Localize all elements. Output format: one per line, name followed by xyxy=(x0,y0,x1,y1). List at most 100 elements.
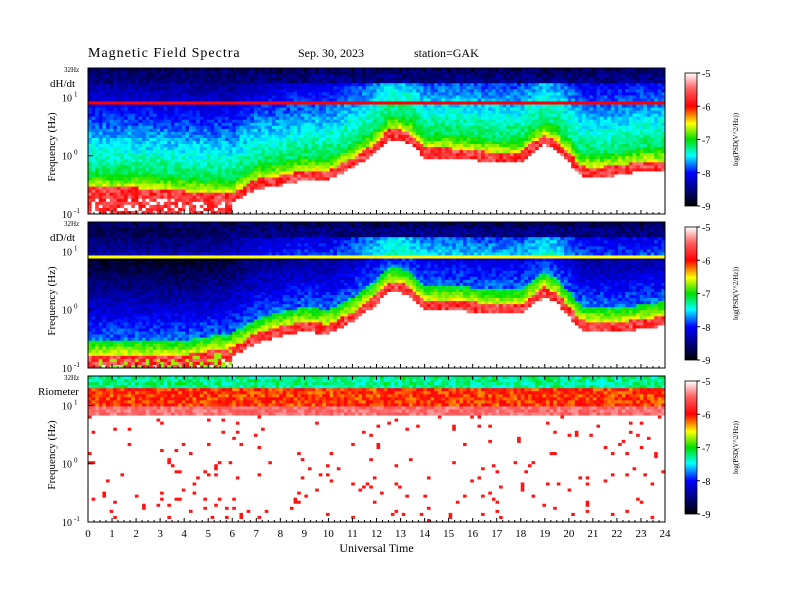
spectrogram-cell xyxy=(459,98,464,102)
spectrogram-cell xyxy=(116,162,121,166)
spectrogram-cell xyxy=(203,134,208,139)
spectrogram-cell xyxy=(369,180,374,184)
spectrogram-cell xyxy=(398,198,403,203)
spectrogram-cell xyxy=(318,207,323,212)
spectrogram-cell xyxy=(102,192,107,197)
spectrogram-cell xyxy=(127,159,132,163)
spectrogram-cell xyxy=(387,177,392,181)
spectrogram-cell xyxy=(149,131,154,136)
spectrogram-cell xyxy=(362,89,367,93)
spectrogram-cell xyxy=(311,131,316,136)
spectrogram-cell xyxy=(387,207,392,212)
spectrogram-cell xyxy=(289,180,294,184)
spectrogram-cell xyxy=(261,71,266,75)
spectrogram-cell xyxy=(167,192,172,197)
spectrogram-cell xyxy=(217,189,222,194)
spectrogram-cell xyxy=(282,150,287,154)
spectrogram-cell xyxy=(372,68,377,72)
spectrogram-cell xyxy=(145,207,150,212)
spectrogram-cell xyxy=(246,207,251,212)
spectrogram-cell xyxy=(441,150,446,154)
spectrogram-cell xyxy=(138,101,143,105)
spectrogram-cell xyxy=(134,171,139,175)
spectrogram-cell xyxy=(304,92,309,96)
spectrogram-cell xyxy=(419,83,424,87)
spectrogram-cell xyxy=(289,162,294,166)
spectrogram-cell xyxy=(203,150,208,154)
spectrogram-cell xyxy=(167,131,172,136)
spectrogram-cell xyxy=(455,110,460,115)
spectrogram-cell xyxy=(210,144,215,148)
spectrogram-cell xyxy=(398,177,403,181)
spectrogram-cell xyxy=(145,192,150,197)
spectrogram-cell xyxy=(275,159,280,163)
spectrogram-cell xyxy=(455,153,460,157)
spectrogram-cell xyxy=(163,159,168,163)
spectrogram-cell xyxy=(210,147,215,151)
spectrogram-cell xyxy=(279,168,284,172)
spectrogram-cell xyxy=(235,189,240,194)
spectrogram-cell xyxy=(239,180,244,184)
spectrogram-cell xyxy=(376,204,381,209)
spectrogram-cell xyxy=(390,171,395,175)
spectrogram-cell xyxy=(170,198,175,203)
spectrogram-cell xyxy=(452,83,457,87)
spectrogram-cell xyxy=(124,134,129,139)
spectrogram-cell xyxy=(232,165,237,169)
spectrogram-cell xyxy=(95,171,100,175)
spectrogram-cell xyxy=(225,183,230,188)
spectrogram-cell xyxy=(426,101,431,105)
spectrogram-cell xyxy=(185,162,190,166)
spectrogram-cell xyxy=(408,150,413,154)
spectrogram-cell xyxy=(401,174,406,178)
spectrogram-cell xyxy=(192,165,197,169)
spectrogram-cell xyxy=(214,134,219,139)
spectrogram-cell xyxy=(405,165,410,169)
spectrogram-cell xyxy=(134,207,139,212)
spectrogram-cell xyxy=(365,128,370,133)
spectrogram-cell xyxy=(106,128,111,133)
spectrogram-cell xyxy=(167,159,172,163)
spectrogram-cell xyxy=(358,137,363,142)
spectrogram-cell xyxy=(426,110,431,115)
spectrogram-cell xyxy=(459,150,464,154)
spectrogram-cell xyxy=(336,71,341,75)
spectrogram-cell xyxy=(369,174,374,178)
spectrogram-cell xyxy=(221,192,226,197)
spectrogram-cell xyxy=(351,89,356,93)
spectrogram-cell xyxy=(434,201,439,206)
spectrogram-cell xyxy=(329,137,334,142)
spectrogram-cell xyxy=(412,95,417,99)
spectrogram-cell xyxy=(152,107,157,111)
spectrogram-cell xyxy=(336,92,341,96)
spectrogram-cell xyxy=(390,153,395,157)
spectrogram-cell xyxy=(387,110,392,115)
spectrogram-cell xyxy=(315,80,320,84)
spectrogram-cell xyxy=(239,107,244,111)
spectrogram-cell xyxy=(394,83,399,87)
spectrogram-cell xyxy=(246,80,251,84)
spectrogram-cell xyxy=(235,180,240,184)
spectrogram-cell xyxy=(188,83,193,87)
spectrogram-cell xyxy=(261,150,266,154)
spectrogram-cell xyxy=(455,198,460,203)
spectrogram-cell xyxy=(318,86,323,90)
spectrogram-cell xyxy=(336,189,341,194)
spectrogram-cell xyxy=(95,195,100,200)
spectrogram-cell xyxy=(214,174,219,178)
spectrogram-cell xyxy=(181,119,186,124)
spectrogram-cell xyxy=(279,68,284,72)
spectrogram-cell xyxy=(271,113,276,118)
spectrogram-cell xyxy=(318,128,323,133)
spectrogram-cell xyxy=(289,198,294,203)
spectrogram-cell xyxy=(134,162,139,166)
spectrogram-cell xyxy=(279,162,284,166)
spectrogram-cell xyxy=(253,98,258,102)
spectrogram-cell xyxy=(138,186,143,191)
spectrogram-cell xyxy=(365,207,370,212)
spectrogram-cell xyxy=(138,89,143,93)
spectrogram-cell xyxy=(138,128,143,133)
spectrogram-cell xyxy=(109,201,114,206)
spectrogram-cell xyxy=(188,68,193,72)
spectrogram-cell xyxy=(156,71,161,75)
